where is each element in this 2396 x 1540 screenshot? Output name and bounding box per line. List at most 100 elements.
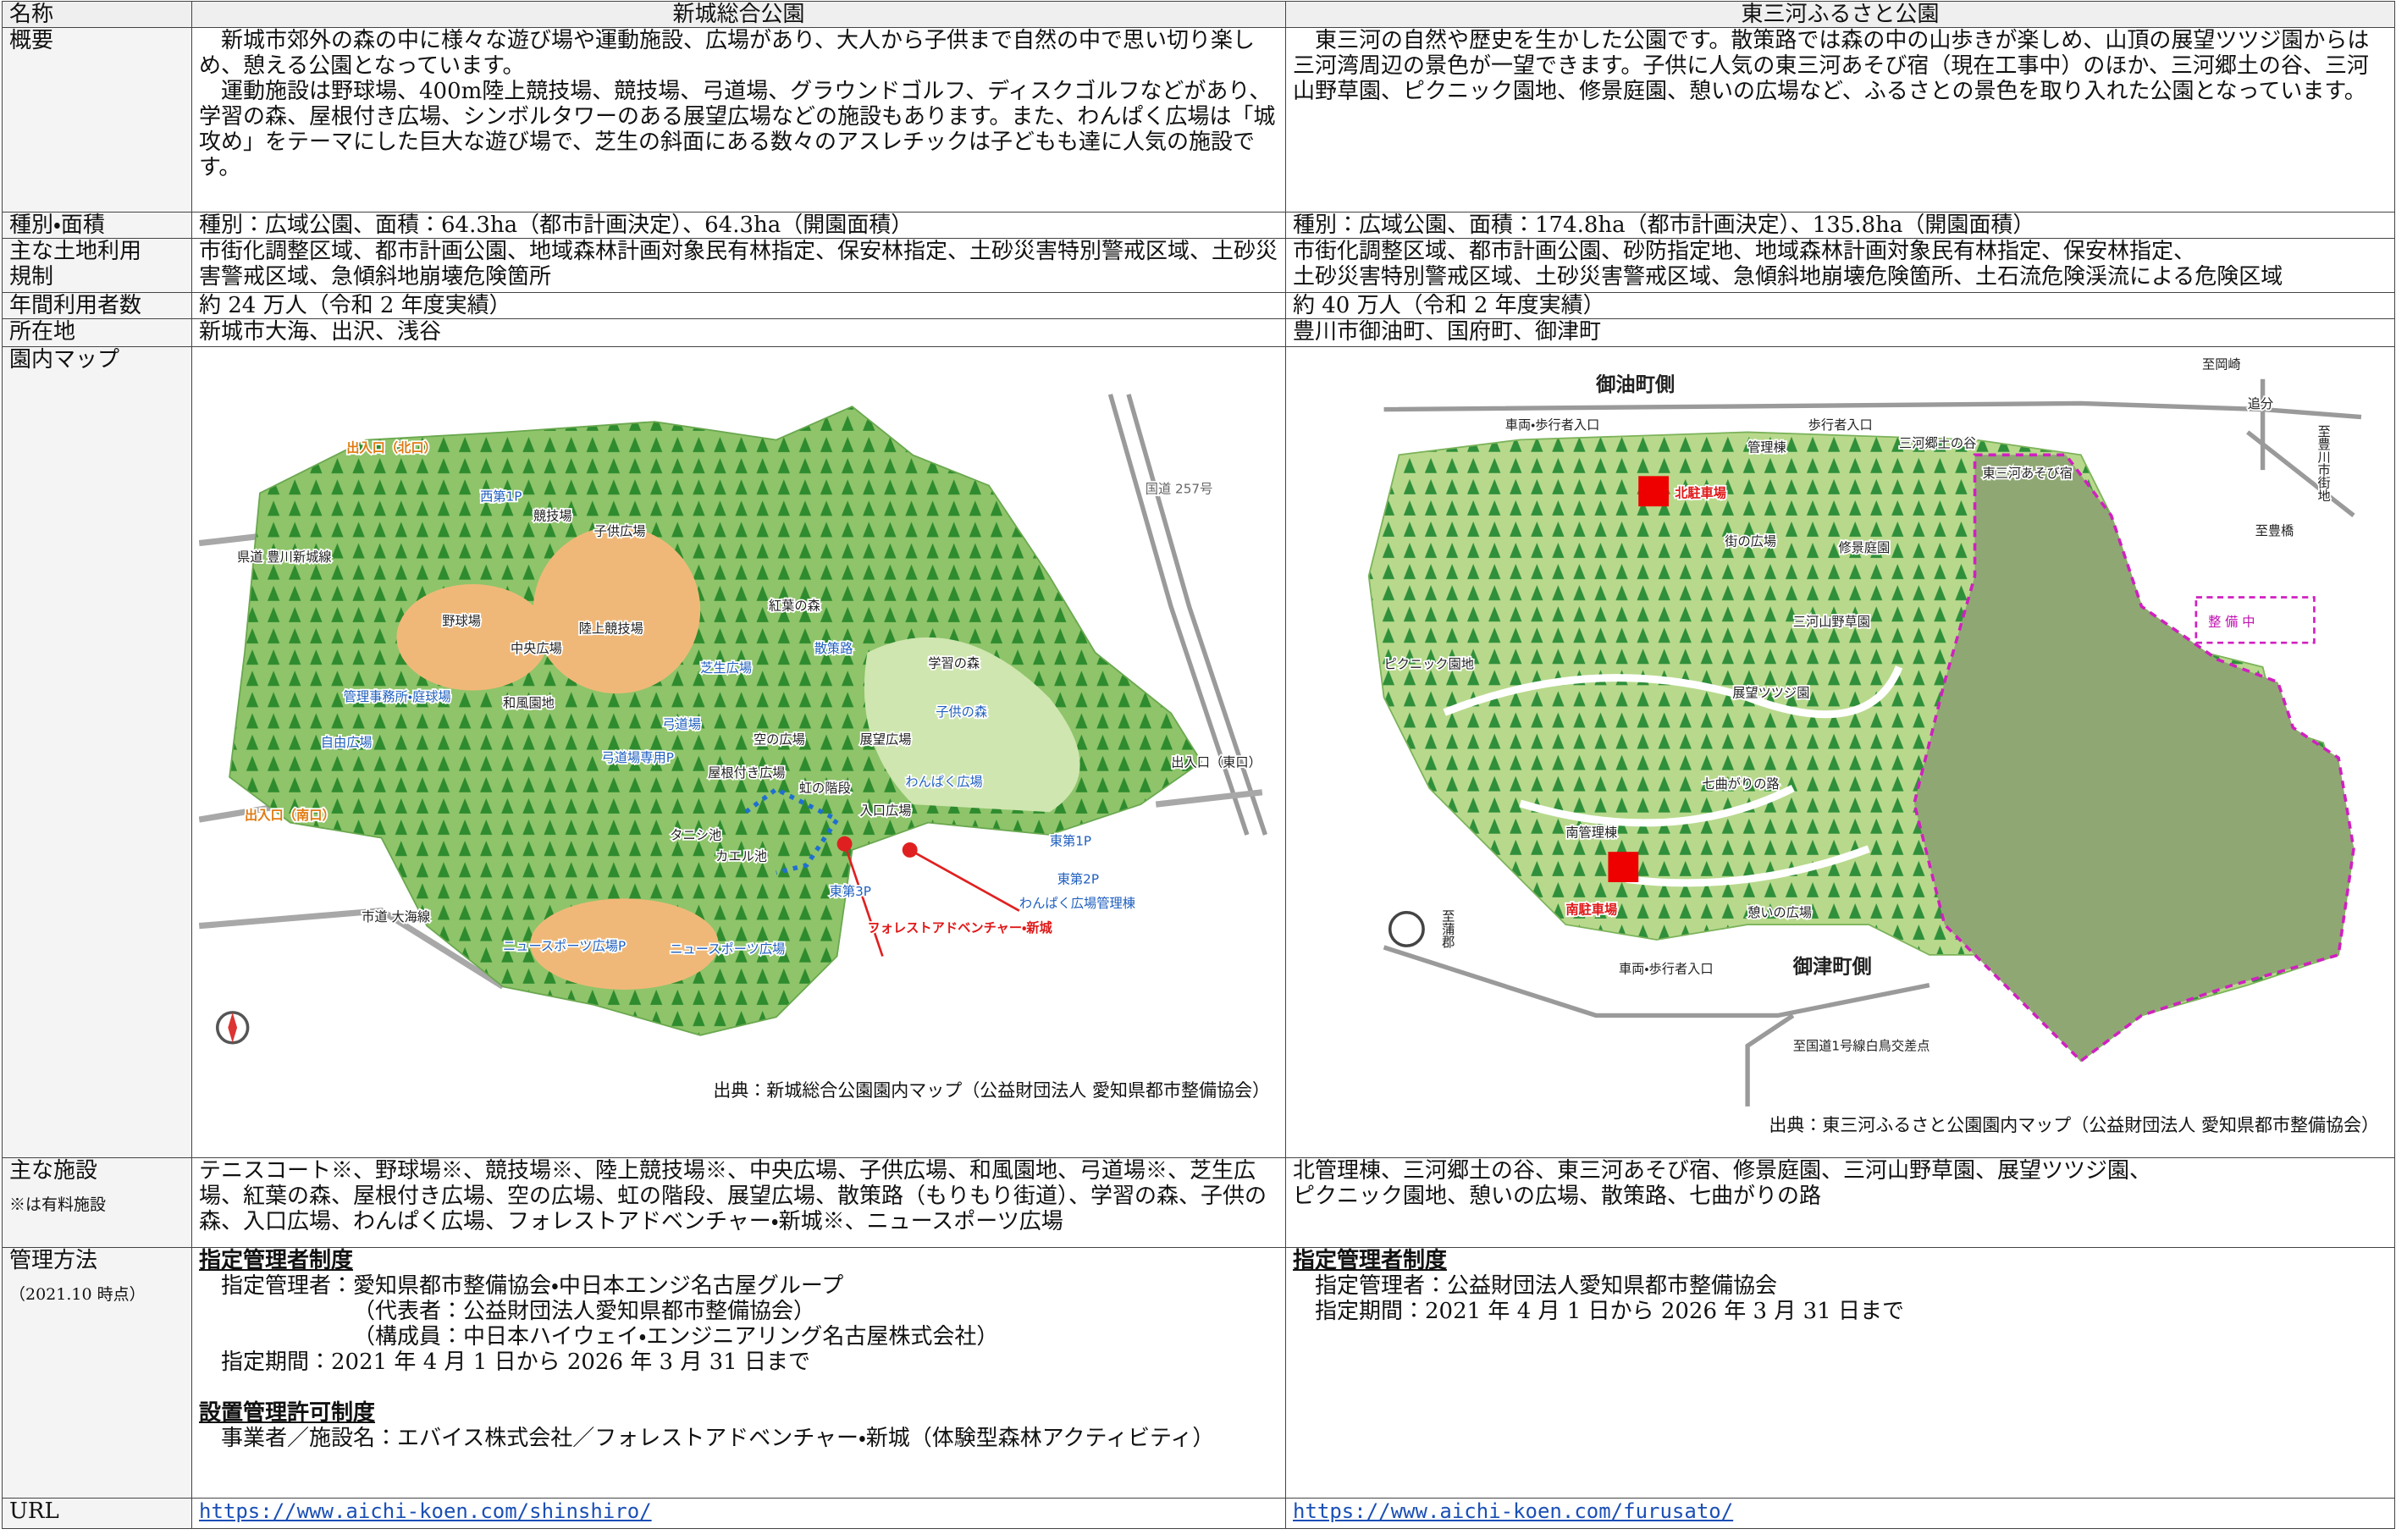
cell: 市街化調整区域、都市計画公園、砂防指定地、地域森林計画対象民有林指定、保安林指定… xyxy=(1285,238,2395,293)
trail xyxy=(1443,665,1903,887)
line: 指定期間：2021 年 4 月 1 日から 2026 年 3 月 31 日まで xyxy=(221,1350,810,1375)
map-label: 至豊川市街地 xyxy=(2316,424,2331,501)
row-label: 管理方法 （2021.10 時点） xyxy=(2,1247,192,1499)
cell: 新城市大海、出沢、浅谷 xyxy=(191,318,1286,347)
map-label: 中央広場 xyxy=(511,641,562,656)
cell: 指定管理者制度 指定管理者：公益財団法人愛知県都市整備協会 指定期間：2021 … xyxy=(1285,1247,2395,1499)
lawn xyxy=(864,637,1080,813)
row: 種別・面積 種別：広域公園、面積：64.3ha（都市計画決定）、64.3ha（開… xyxy=(2,212,2395,239)
cell: 東三河の自然や歴史を生かした公園です。散策路では森の中の山歩きが楽しめ、山頂の展… xyxy=(1285,27,2395,213)
map-label: 県道 豊川新城線 xyxy=(237,549,331,565)
paragraph: 新城市郊外の森の中に様々な遊び場や運動施設、広場があり、大人から子供まで自然の中… xyxy=(199,28,1255,80)
map-label: 御津町側 xyxy=(1792,955,1872,978)
row: 概要 新城市郊外の森の中に様々な遊び場や運動施設、広場があり、大人から子供まで自… xyxy=(2,27,2395,213)
line: （代表者：公益財団法人愛知県都市整備協会） xyxy=(353,1299,816,1324)
map-label: 至豊橋 xyxy=(2255,523,2294,538)
link[interactable]: https://www.aichi-koen.com/furusato/ xyxy=(1293,1499,1734,1523)
cell: 新城市郊外の森の中に様々な遊び場や運動施設、広場があり、大人から子供まで自然の中… xyxy=(191,27,1286,213)
row-label: URL xyxy=(2,1498,192,1529)
row: 主な土地利用規制 市街化調整区域、都市計画公園、地域森林計画対象民有林指定、保安… xyxy=(2,238,2395,293)
map-label: 出入口（南口） xyxy=(245,808,335,823)
map-label: 追分 xyxy=(2248,396,2273,411)
park-area xyxy=(229,406,1203,1036)
label-text: 園内マップ xyxy=(9,347,120,373)
road xyxy=(1383,378,2362,1107)
map-source: 出典：東三河ふるさと公園園内マップ（公益財団法人 愛知県都市整備協会） xyxy=(1769,1115,2379,1135)
map-label: 車両・歩行者入口 xyxy=(1505,417,1600,433)
cell: 市街化調整区域、都市計画公園、地域森林計画対象民有林指定、保安林指定、土砂災害特… xyxy=(191,238,1286,293)
map-label: 憩いの広場 xyxy=(1747,905,1812,920)
map-label: 弓道場専用P xyxy=(602,750,674,765)
map-label: 歩行者入口 xyxy=(1808,417,1873,433)
row-label: 種別・面積 xyxy=(2,212,192,239)
map-label: カエル池 xyxy=(715,848,767,864)
map-label: 北駐車場 xyxy=(1675,485,1726,500)
link[interactable]: https://www.aichi-koen.com/shinshiro/ xyxy=(199,1499,652,1523)
map-label: 御油町側 xyxy=(1595,373,1675,396)
label-text: URL xyxy=(9,1499,59,1525)
map-label: 南駐車場 xyxy=(1565,902,1617,918)
parking-icon xyxy=(1638,476,1670,507)
map-label: 七曲がりの路 xyxy=(1702,776,1779,792)
row: 年間利用者数 約 24 万人（令和 2 年度実績） 約 40 万人（令和 2 年… xyxy=(2,292,2395,319)
header-cell: 新城総合公園 xyxy=(191,1,1286,28)
map-label: 子供広場 xyxy=(594,524,646,539)
paragraph: 運動施設は野球場、400m陸上競技場、競技場、弓道場、グラウンドゴルフ、ディスク… xyxy=(199,79,1276,180)
map-label: 国道 257号 xyxy=(1146,481,1213,496)
map-label: フォレストアドベンチャー・新城 xyxy=(867,920,1052,936)
map-label: 東三河あそび宿 xyxy=(1982,466,2072,481)
map-label: わんぱく広場 xyxy=(905,775,982,790)
parking-icon xyxy=(1608,852,1639,882)
cell: 種別：広域公園、面積：174.8ha（都市計画決定）、135.8ha（開園面積） xyxy=(1285,212,2395,239)
map-cell: 出入口（北口） 西第1P 競技場 子供広場 県道 豊川新城線 国道 257号 野球場 陸上競技… xyxy=(191,346,1286,1158)
row: 所在地 新城市大海、出沢、浅谷 豊川市御油町、国府町、御津町 xyxy=(2,318,2395,347)
map-label: 自由広場 xyxy=(321,735,373,750)
label-text: 所在地 xyxy=(9,319,76,345)
map-label: 東第1P xyxy=(1050,834,1091,849)
map-label: 至蒲郡 xyxy=(1440,909,1455,948)
cell: https://www.aichi-koen.com/shinshiro/ xyxy=(191,1498,1286,1529)
field xyxy=(533,526,701,694)
field xyxy=(396,584,549,691)
row-label: 所在地 xyxy=(2,318,192,347)
row: 主な施設 ※は有料施設 テニスコート※、野球場※、競技場※、陸上競技場※、中央広場… xyxy=(2,1157,2395,1248)
map-label: 野球場 xyxy=(442,613,481,628)
heading: 指定管理者制度 xyxy=(199,1248,354,1274)
construction-box xyxy=(2194,596,2316,644)
map-label: 出入口（北口） xyxy=(346,440,437,455)
map-label: 虹の階段 xyxy=(799,781,851,796)
cell: テニスコート※、野球場※、競技場※、陸上競技場※、中央広場、子供広場、和風園地、… xyxy=(191,1157,1286,1248)
row-label: 概要 xyxy=(2,27,192,213)
map-label: 三河山野草園 xyxy=(1793,615,1870,630)
map-label: ピクニック園地 xyxy=(1384,657,1474,672)
map-source: 出典：新城総合公園園内マップ（公益財団法人 愛知県都市整備協会） xyxy=(713,1080,1270,1101)
field xyxy=(530,898,719,990)
line: ピクニック園地、憩いの広場、散策路、七曲がりの路 xyxy=(1293,1184,1822,1209)
heading: 指定管理者制度 xyxy=(1293,1248,1448,1274)
line: （構成員：中日本ハイウェイ・エンジニアリング名古屋株式会社） xyxy=(353,1324,999,1350)
map-label: 入口広場 xyxy=(860,803,912,819)
label-note: （2021.10 時点） xyxy=(9,1285,146,1304)
map-label: 競技場 xyxy=(533,509,572,524)
map-label: 市道 大海線 xyxy=(362,909,430,925)
line: 土砂災害特別警戒区域、土砂災害警戒区域、急傾斜地崩壊危険箇所、土石流危険渓流によ… xyxy=(1293,264,2283,290)
map-label: 屋根付き広場 xyxy=(708,765,785,781)
map-label: 東第3P xyxy=(830,884,871,899)
road xyxy=(1107,394,1267,836)
map-label: 子供の森 xyxy=(936,704,987,720)
leader xyxy=(843,843,1020,957)
map-label: 空の広場 xyxy=(754,731,805,747)
map-label: ニュースポーツ広場P xyxy=(503,938,626,953)
label-note: ※は有料施設 xyxy=(9,1195,107,1214)
map-label: ニュースポーツ広場 xyxy=(670,941,785,957)
map-label: 散策路 xyxy=(814,641,853,656)
cell: 指定管理者制度 指定管理者：愛知県都市整備協会・中日本エンジ名古屋グループ （代… xyxy=(191,1247,1286,1499)
map-label: 学習の森 xyxy=(928,656,980,671)
cell: 約 40 万人（令和 2 年度実績） xyxy=(1285,292,2395,319)
line: 指定期間：2021 年 4 月 1 日から 2026 年 3 月 31 日まで xyxy=(1315,1299,1904,1324)
line: 北管理棟、三河郷土の谷、東三河あそび宿、修景庭園、三河山野草園、展望ツツジ園、 xyxy=(1293,1158,2152,1184)
map-label: 修景庭園 xyxy=(1838,540,1890,555)
